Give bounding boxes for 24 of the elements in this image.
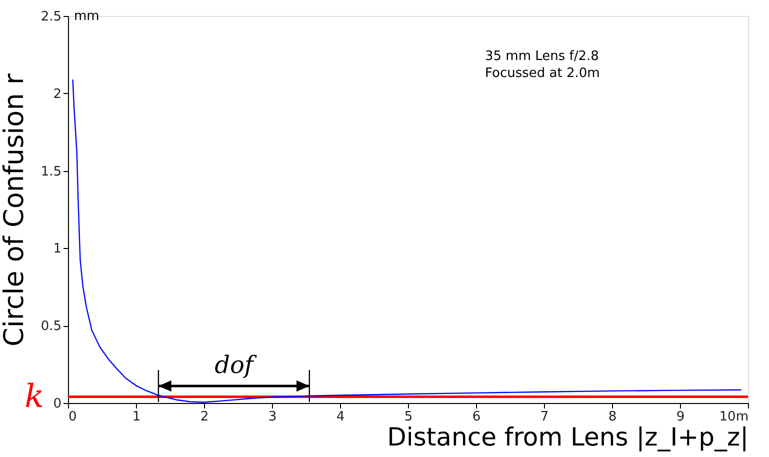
x-tick-label: 2 <box>200 410 209 424</box>
y-tick-label: 1 <box>53 242 62 257</box>
y-tick-label: 2.5 <box>40 10 62 24</box>
x-tick-label: 3 <box>268 410 277 424</box>
x-tick-label: 0 <box>68 410 77 424</box>
x-tick-label: 7 <box>540 410 549 424</box>
line-series <box>72 78 742 403</box>
x-tick-label: 6 <box>472 410 481 424</box>
x-tick-label: 10m <box>719 410 748 424</box>
y-tick-label: 2 <box>53 86 62 102</box>
x-tick-label: 8 <box>608 410 617 424</box>
x-tick-label: 5 <box>404 410 413 424</box>
y-tick-label: 0.5 <box>40 319 62 334</box>
x-tick-label: 9 <box>676 410 685 424</box>
annotation: dof <box>214 351 258 379</box>
y-tick-label: 0 <box>53 396 62 412</box>
ref-line-label: k <box>24 376 44 415</box>
x-axis-title: Distance from Lens |z_I+p_z| <box>387 422 748 452</box>
y-axis-title: Circle of Confusion r <box>0 72 30 346</box>
x-tick-label: 1 <box>132 410 141 424</box>
y-tick-label: 1.5 <box>40 164 62 180</box>
annotation: mm <box>74 9 100 24</box>
annotation: 35 mm Lens f/2.8 Focussed at 2.0m <box>485 49 600 81</box>
x-tick-label: 4 <box>336 410 345 424</box>
